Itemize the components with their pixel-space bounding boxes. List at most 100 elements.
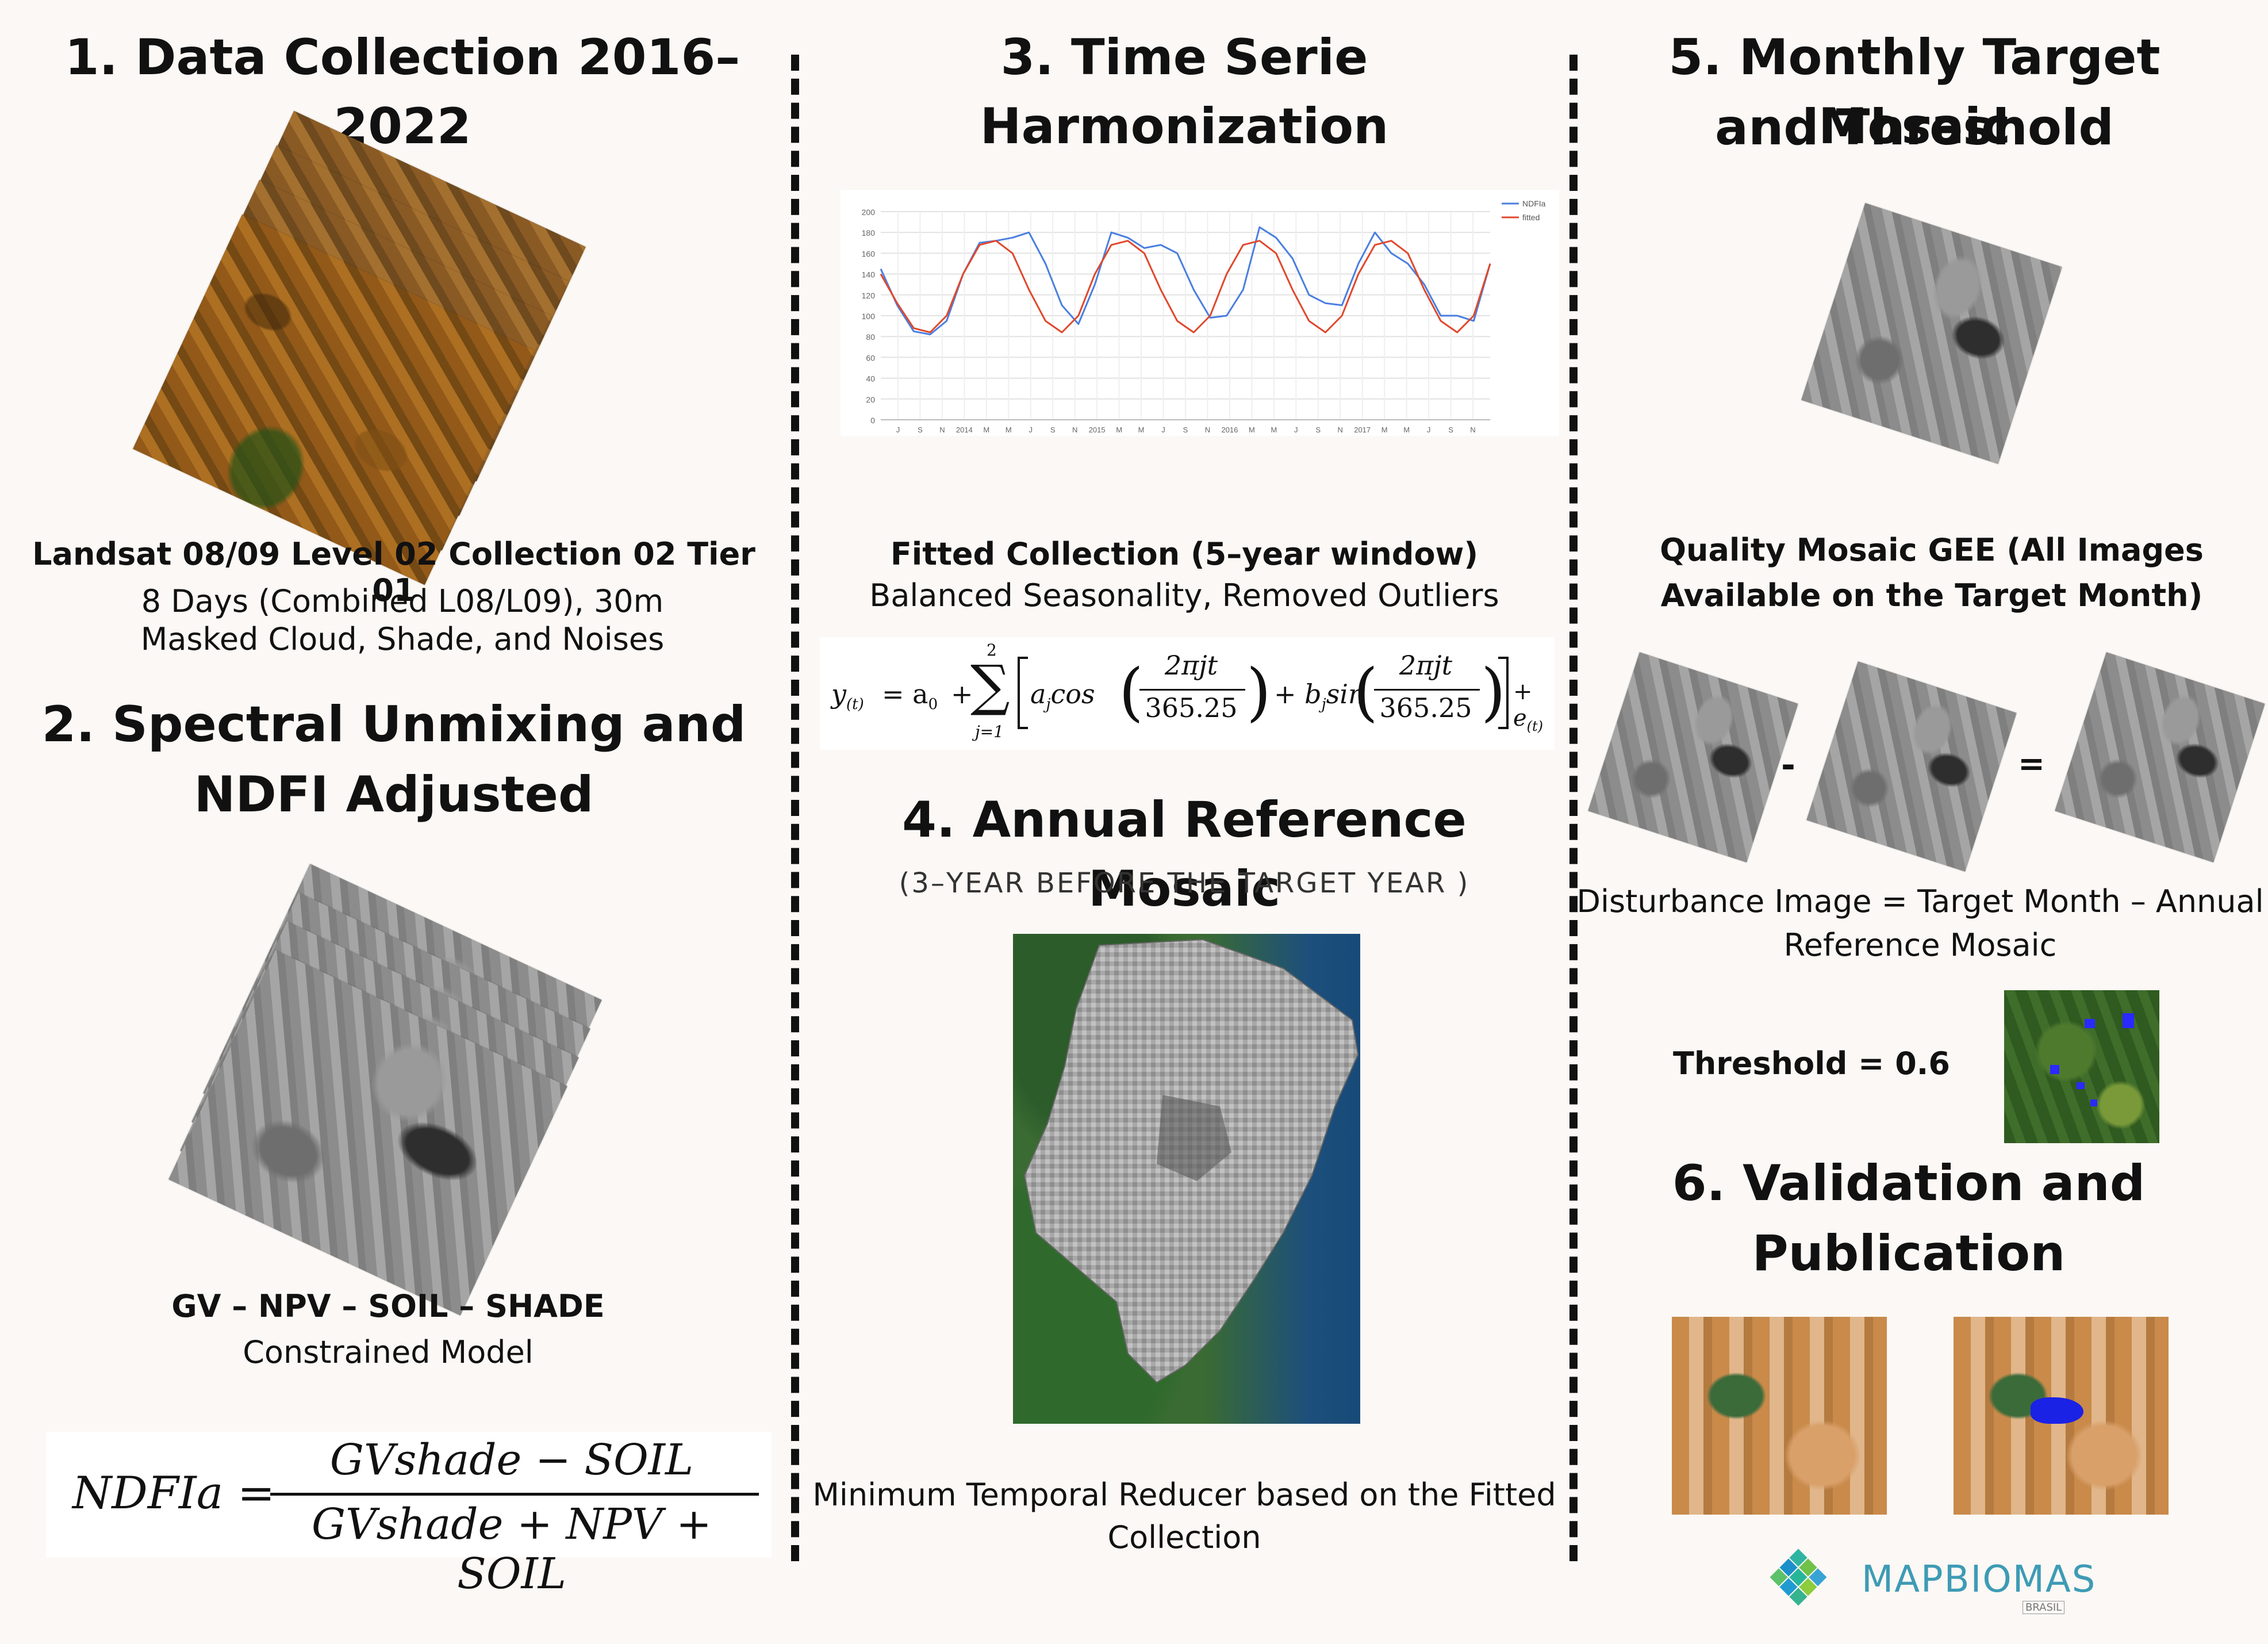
formula-paren-2-right: ) [1481,655,1506,729]
chart-x-tick-label: N [1072,426,1077,434]
chart-x-tick-label: S [1183,426,1188,434]
chart-x-tick-label: S [1448,426,1453,434]
chart-x-tick-label: M [1138,426,1145,434]
panel1-line2: Masked Cloud, Shade, and Noises [140,621,665,657]
annual-reference-map [1013,934,1360,1424]
mapbiomas-logo-text: MAPBIOMAS [1862,1558,2097,1601]
panel2-components: GV – NPV – SOIL – SHADE [171,1288,605,1324]
chart-x-tick-label: M [1006,426,1012,434]
chart-x-tick-label: J [896,426,900,434]
disturbance-formula-line1: Disturbance Image = Target Month – Annua… [1576,883,2264,919]
formula-sum-bottom: j=1 [975,722,1004,741]
chart-x-tick-label: S [918,426,923,434]
chart-y-tick-label: 20 [866,395,875,404]
panel3-title: 3. Time Serie Harmonization [980,29,1389,156]
formula-frac2-num: 2πjt [1399,650,1453,681]
formula-bracket-left [1018,657,1028,729]
chart-legend-label: NDFIa [1522,199,1546,208]
disturbance-operand-1 [1588,652,1798,863]
formula-error-term: + e(t) [1513,679,1544,734]
chart-x-tick-label: 2015 [1089,426,1106,434]
ndfia-formula: NDFIa = GVshade − SOIL GVshade + NPV + S… [46,1432,772,1599]
formula-paren-1-right: ) [1246,655,1271,729]
disturbance-pixel-5 [2090,1099,2097,1106]
threshold-result-image [2004,990,2159,1143]
chart-x-tick-label: M [1271,426,1277,434]
chart-x-tick-label: J [1161,426,1165,434]
equals-sign: = [2018,745,2045,783]
ndfia-lhs: NDFIa = [72,1467,275,1519]
divider-left [791,55,799,1561]
disturbance-pixel-2 [2123,1013,2134,1028]
chart-x-tick-label: S [1315,426,1321,434]
panel5-title-line2: and Threshold [1715,99,2114,156]
formula-a0: = a0 [882,679,938,714]
formula-cos-term: ajcos [1030,679,1095,714]
disturbance-formula-line2: Reference Mosaic [1783,927,2057,963]
panel3-caption-bold: Fitted Collection (5–year window) [890,536,1479,572]
chart-x-tick-label: J [1029,426,1033,434]
panel4-caption-line1: Minimum Temporal Reducer based on the Fi… [812,1477,1556,1513]
target-month-mosaic [1801,203,2062,464]
chart-y-tick-label: 160 [862,249,876,258]
formula-frac2-den: 365.25 [1379,692,1472,723]
harmonic-formula: y(t) = a0 + 2 ∑ j=1 ajcos ( 2πjt 365.25 … [820,637,1555,750]
mapbiomas-logo-country: BRASIL [2023,1601,2065,1614]
chart-x-tick-label: J [1427,426,1431,434]
formula-frac1-den: 365.25 [1145,692,1238,723]
ndfia-denominator: GVshade + NPV + SOIL [311,1500,712,1599]
panel6-title-line1: 6. Validation and [1672,1155,2146,1212]
formula-y: y(t) [831,679,864,714]
formula-paren-1-left: ( [1119,655,1143,729]
ndfia-fraction-bar [270,1493,759,1496]
formula-frac1-bar [1139,689,1245,691]
chart-x-tick-label: M [1116,426,1122,434]
chart-x-tick-label: 2014 [956,426,973,434]
panel4-subtitle: (3–YEAR BEFORE THE TARGET YEAR ) [899,867,1470,899]
chart-legend-label: fitted [1522,213,1540,222]
chart-series-line-ndfia [880,226,1491,336]
chart-y-tick-label: 40 [866,374,875,384]
disturbance-pixel-4 [2077,1082,2085,1089]
formula-sum-top: 2 [987,641,997,660]
chart-x-tick-label: 2017 [1354,426,1371,434]
chart-y-tick-label: 200 [862,208,876,217]
validation-before-image [1672,1317,1887,1515]
chart-x-tick-label: M [1249,426,1255,434]
mapbiomas-logo-mark [1770,1549,1827,1606]
mapbiomas-logo: MAPBIOMAS BRASIL [1752,1548,2095,1617]
chart-x-tick-label: 2016 [1221,426,1238,434]
disturbance-operand-2 [1806,661,2017,872]
disturbance-pixel-3 [2050,1065,2059,1074]
formula-frac2-bar [1374,689,1480,691]
panel2-title-line2: NDFI Adjusted [194,766,594,823]
chart-x-tick-label: M [1381,426,1388,434]
northeast-brazil-region [1023,938,1359,1384]
formula-sin-term: + bjsin [1274,679,1365,714]
formula-plus: + [951,679,973,710]
chart-y-tick-label: 120 [862,291,876,300]
chart-y-tick-label: 140 [862,270,876,279]
panel4-title: 4. Annual Reference Mosaic [902,791,1467,918]
threshold-label: Threshold = 0.6 [1673,1045,1950,1082]
chart-x-tick-label: N [1205,426,1210,434]
panel2-model: Constrained Model [243,1334,534,1370]
ndfia-numerator: GVshade − SOIL [329,1435,694,1485]
divider-right [1569,55,1578,1561]
chart-series-line-fitted [880,240,1491,334]
panel1-line1: 8 Days (Combined L08/L09), 30m [141,583,664,619]
chart-x-tick-label: N [1470,426,1475,434]
panel1-sensor: Landsat 08/09 Level 02 Collection 02 Tie… [32,536,755,608]
panel6-title-line2: Publication [1752,1225,2066,1282]
disturbance-pixel-1 [2085,1019,2095,1028]
panel2-title-line1: 2. Spectral Unmixing and [41,696,746,753]
formula-paren-2-left: ( [1353,655,1378,729]
chart-y-tick-label: 180 [862,228,876,237]
panel4-caption-line2: Collection [1107,1519,1261,1555]
chart-x-tick-label: N [939,426,945,434]
chart-x-tick-label: M [1403,426,1410,434]
validation-after-image [1954,1317,2169,1515]
validated-disturbance-patch [2031,1397,2083,1424]
chart-x-tick-label: J [1294,426,1298,434]
chart-y-tick-label: 0 [870,416,875,425]
